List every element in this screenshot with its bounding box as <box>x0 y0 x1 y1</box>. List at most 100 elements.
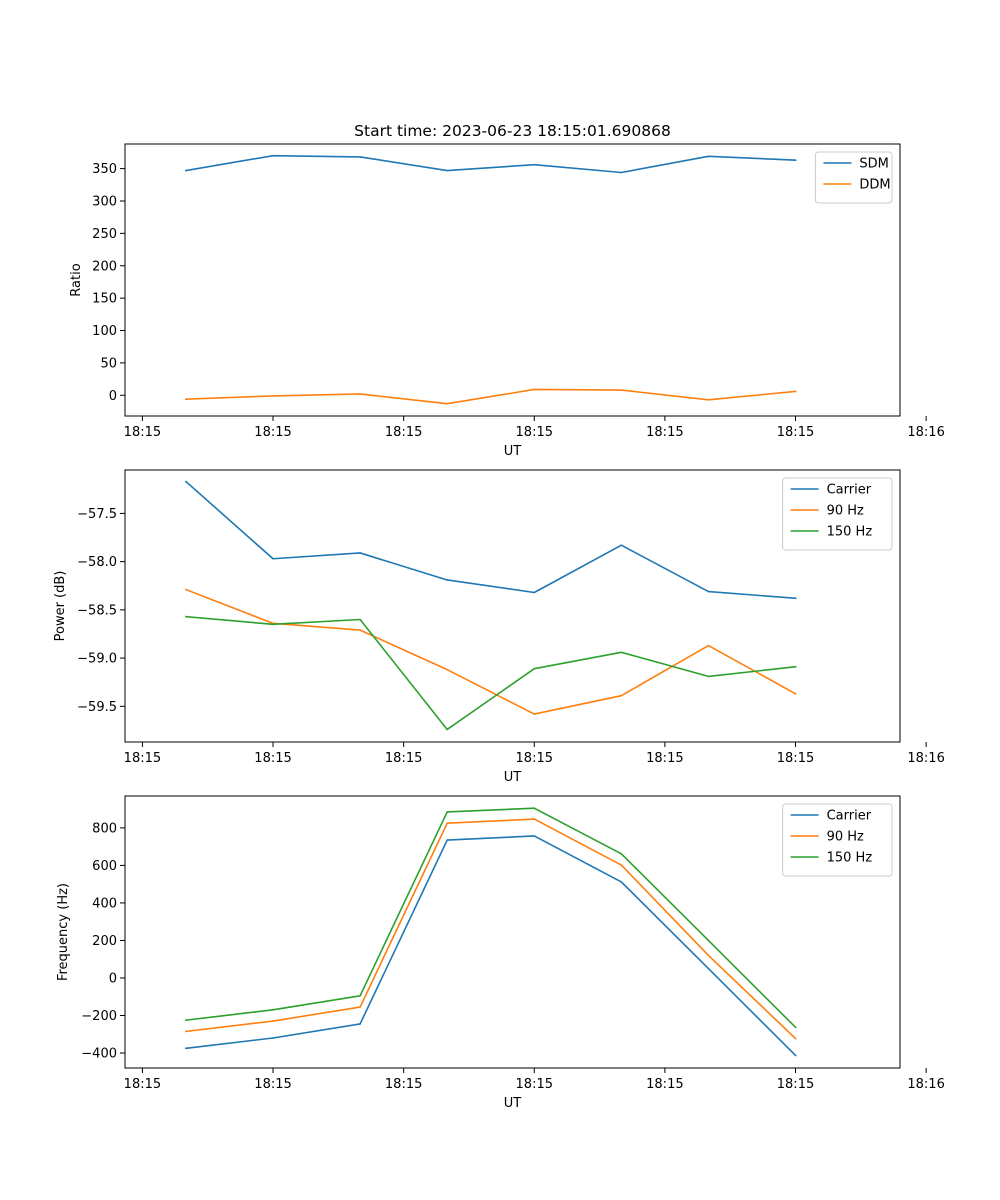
y-tick-label: −59.5 <box>77 700 117 715</box>
x-tick-label: 18:16 <box>907 1077 944 1092</box>
series-line-150-hz <box>185 807 797 1029</box>
x-tick-label: 18:16 <box>907 425 944 440</box>
y-axis-label: Frequency (Hz) <box>56 883 71 981</box>
chart-panel-2: 18:15 18:15 18:15 18:15 18:15 18:15 18:16 −59.5… <box>53 469 945 785</box>
data-point <box>620 864 623 866</box>
data-point <box>359 393 361 395</box>
legend-label: Carrier <box>827 809 872 824</box>
legend: SDM DDM <box>814 151 893 204</box>
axes-frame <box>124 143 901 417</box>
data-point <box>533 807 536 809</box>
legend-label: 150 Hz <box>827 851 873 866</box>
data-point <box>185 1030 187 1033</box>
y-tick-label: −57.5 <box>77 507 117 522</box>
data-point <box>794 390 797 393</box>
data-point <box>620 544 623 547</box>
x-tick-label: 18:15 <box>516 751 553 766</box>
x-axis-label: UT <box>504 1096 522 1111</box>
x-tick-label: 18:15 <box>777 751 814 766</box>
panels: 18:15 18:15 18:15 18:15 18:15 18:15 18:16 0 50 10… <box>53 143 945 1111</box>
y-tick-label: 200 <box>92 934 117 949</box>
data-point <box>359 156 361 158</box>
y-tick-label: 400 <box>92 896 117 911</box>
data-point <box>707 954 710 957</box>
data-point <box>359 552 361 554</box>
data-point <box>533 713 536 715</box>
x-tick-label: 18:15 <box>646 751 683 766</box>
y-tick-label: 300 <box>92 194 117 209</box>
y-tick-label: 0 <box>109 971 117 986</box>
y-tick-label: 350 <box>92 162 117 177</box>
axes-frame <box>124 795 901 1069</box>
y-tick-label: 800 <box>92 821 117 836</box>
data-point <box>620 651 623 654</box>
series-line-90-hz <box>185 818 797 1040</box>
data-point <box>359 1006 361 1008</box>
data-point <box>707 967 710 970</box>
data-point <box>272 154 274 157</box>
data-point <box>359 1023 361 1025</box>
legend-label: SDM <box>859 157 888 172</box>
y-tick-label: 600 <box>92 859 117 874</box>
x-tick-label: 18:15 <box>777 1077 814 1092</box>
data-point <box>185 169 187 172</box>
data-point <box>359 629 361 631</box>
data-point <box>359 618 361 621</box>
y-tick-label: 150 <box>92 292 117 307</box>
data-point <box>446 668 448 671</box>
figure-title: Start time: 2023-06-23 18:15:01.690868 <box>354 122 671 140</box>
x-tick-label: 18:15 <box>385 425 422 440</box>
legend-box <box>782 477 893 551</box>
data-point <box>707 939 710 942</box>
legend-box <box>782 803 893 877</box>
data-point <box>620 852 623 855</box>
legend: Carrier 90 Hz 150 Hz <box>782 803 893 877</box>
x-axis-label: UT <box>504 444 522 459</box>
x-tick-label: 18:15 <box>516 1077 553 1092</box>
x-axis-label: UT <box>504 770 522 785</box>
data-point <box>794 159 797 161</box>
chart-panel-3: 18:15 18:15 18:15 18:15 18:15 18:15 18:16 −400 −… <box>56 795 945 1111</box>
data-point <box>272 1037 274 1039</box>
series-line-ddm <box>185 388 797 405</box>
y-tick-label: 0 <box>109 389 117 404</box>
y-tick-label: 50 <box>100 356 117 371</box>
y-axis-label: Ratio <box>69 263 84 296</box>
legend-label: 90 Hz <box>827 830 864 845</box>
x-tick-label: 18:15 <box>646 425 683 440</box>
chart-panel-1: 18:15 18:15 18:15 18:15 18:15 18:15 18:16 0 50 10… <box>69 143 945 459</box>
y-tick-label: −200 <box>81 1009 117 1024</box>
data-point <box>620 881 623 883</box>
x-tick-label: 18:15 <box>124 425 161 440</box>
y-tick-label: 100 <box>92 324 117 339</box>
series-line-90-hz <box>184 588 797 715</box>
x-tick-label: 18:16 <box>907 751 944 766</box>
data-point <box>533 163 536 166</box>
data-point <box>707 399 710 401</box>
axes-frame <box>124 469 901 743</box>
x-tick-label: 18:15 <box>385 1077 422 1092</box>
data-point <box>794 597 797 600</box>
data-point <box>446 822 448 824</box>
data-point <box>185 480 187 483</box>
data-point <box>794 1037 797 1040</box>
data-point <box>707 155 710 158</box>
data-point <box>185 1019 187 1021</box>
series-line-carrier <box>185 835 797 1057</box>
legend-label: DDM <box>859 178 890 193</box>
y-tick-label: 200 <box>92 259 117 274</box>
data-point <box>794 1026 797 1029</box>
data-point <box>446 728 448 731</box>
x-tick-label: 18:15 <box>254 425 291 440</box>
data-point <box>359 994 361 997</box>
data-point <box>707 590 710 593</box>
data-point <box>446 579 448 581</box>
data-point <box>794 665 797 668</box>
y-tick-label: −58.0 <box>77 555 117 570</box>
series-line-sdm <box>185 154 797 174</box>
data-point <box>185 1047 187 1050</box>
series-line-150-hz <box>185 615 797 731</box>
x-tick-label: 18:15 <box>777 425 814 440</box>
y-tick-label: −59.0 <box>77 652 117 667</box>
